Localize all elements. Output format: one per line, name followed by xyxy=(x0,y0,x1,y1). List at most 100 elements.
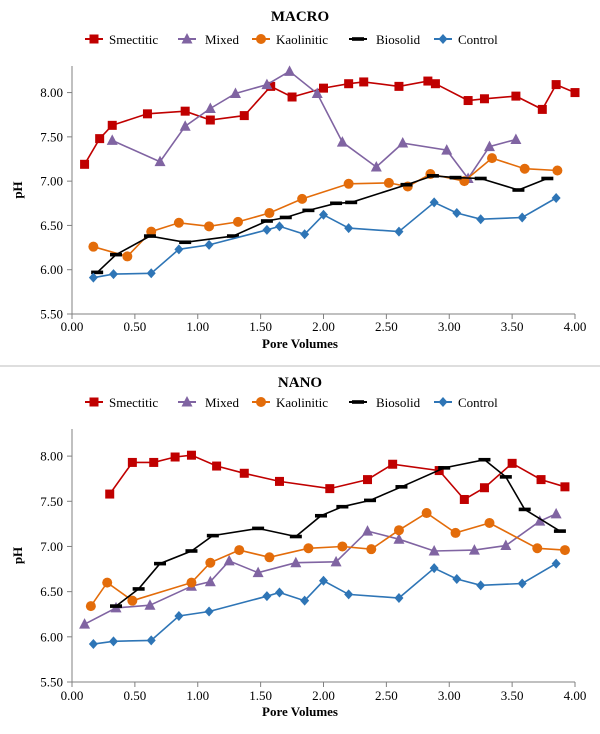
data-point-smectitic xyxy=(186,450,196,460)
data-point-smectitic xyxy=(459,494,469,504)
legend-label: Mixed xyxy=(205,32,239,47)
data-point-kaolinitic xyxy=(127,595,138,606)
legend-item-smectitic: Smectitic xyxy=(85,395,158,410)
legend-marker-diamond xyxy=(438,397,448,407)
series-line-control xyxy=(93,562,557,645)
y-tick-label: 7.00 xyxy=(40,539,63,554)
data-point-mixed xyxy=(79,618,91,629)
data-point-kaolinitic xyxy=(450,527,461,538)
data-point-control xyxy=(108,636,118,647)
data-point-control xyxy=(300,595,310,606)
data-point-mixed xyxy=(261,78,273,90)
data-point-control xyxy=(108,269,118,280)
data-point-kaolinitic xyxy=(173,217,184,228)
data-point-smectitic xyxy=(570,88,580,98)
series-line-smectitic xyxy=(83,80,576,165)
data-point-smectitic xyxy=(239,468,249,478)
data-point-mixed xyxy=(370,160,382,172)
legend-marker-square xyxy=(89,34,99,44)
data-point-smectitic xyxy=(319,83,328,93)
x-tick-label: 3.50 xyxy=(501,688,524,703)
data-point-biosolid xyxy=(400,182,413,187)
data-point-control xyxy=(174,611,184,622)
legend-label: Biosolid xyxy=(376,395,421,410)
x-tick-label: 0.00 xyxy=(61,688,84,703)
data-point-mixed xyxy=(284,65,296,76)
data-point-control xyxy=(452,573,462,584)
series-line-biosolid xyxy=(96,174,548,273)
y-tick-label: 7.00 xyxy=(40,174,63,189)
x-tick-label: 2.50 xyxy=(375,688,398,703)
series-line-smectitic xyxy=(109,454,566,501)
data-point-smectitic xyxy=(344,79,354,89)
y-tick-label: 8.00 xyxy=(40,85,63,100)
data-point-mixed xyxy=(510,133,522,145)
legend-label: Kaolinitic xyxy=(276,32,328,47)
data-point-smectitic xyxy=(388,459,398,469)
data-point-control xyxy=(551,192,561,203)
data-point-mixed xyxy=(204,575,216,587)
data-point-smectitic xyxy=(149,457,159,467)
data-point-mixed xyxy=(428,544,440,556)
x-axis-title: Pore Volumes xyxy=(262,336,338,351)
data-point-control xyxy=(344,223,354,234)
data-point-biosolid xyxy=(364,498,377,503)
legend-marker-dash xyxy=(352,37,364,41)
data-point-biosolid xyxy=(426,174,439,178)
series-kaolinitic xyxy=(85,508,570,612)
x-tick-label: 1.00 xyxy=(186,319,209,334)
legend-marker-circle xyxy=(256,34,266,44)
data-point-smectitic xyxy=(212,461,222,471)
legend-marker-dash xyxy=(352,400,364,404)
data-point-kaolinitic xyxy=(519,163,530,174)
y-axis-title: pH xyxy=(10,547,25,564)
data-point-biosolid xyxy=(279,215,292,220)
x-tick-label: 1.50 xyxy=(249,319,272,334)
legend-marker-diamond xyxy=(438,34,448,44)
x-tick-label: 2.00 xyxy=(312,688,335,703)
data-point-control xyxy=(476,580,486,591)
data-point-smectitic xyxy=(205,115,215,125)
data-point-biosolid xyxy=(336,504,349,509)
data-point-biosolid xyxy=(330,201,343,206)
data-point-mixed xyxy=(393,533,405,544)
legend-label: Mixed xyxy=(205,395,239,410)
y-axis-title: pH xyxy=(10,181,25,198)
series-biosolid xyxy=(91,174,554,275)
chart-title: NANO xyxy=(278,375,322,391)
data-point-mixed xyxy=(204,102,216,114)
data-point-kaolinitic xyxy=(303,543,314,554)
series-line-kaolinitic xyxy=(90,512,565,607)
x-tick-label: 2.50 xyxy=(375,319,398,334)
data-point-biosolid xyxy=(553,529,566,533)
data-point-mixed xyxy=(397,137,409,148)
series-mixed xyxy=(106,65,522,183)
data-point-biosolid xyxy=(512,188,525,192)
data-point-kaolinitic xyxy=(205,557,216,568)
series-line-biosolid xyxy=(115,458,561,607)
data-point-control xyxy=(476,214,486,225)
data-point-kaolinitic xyxy=(559,545,570,556)
data-point-smectitic xyxy=(363,475,373,485)
data-point-control xyxy=(429,563,439,574)
data-point-kaolinitic xyxy=(122,251,133,262)
data-point-mixed xyxy=(179,120,191,131)
data-point-kaolinitic xyxy=(232,216,243,227)
data-point-control xyxy=(262,224,272,235)
x-tick-label: 3.00 xyxy=(438,319,461,334)
data-point-biosolid xyxy=(518,507,531,512)
data-point-smectitic xyxy=(325,484,335,494)
data-point-kaolinitic xyxy=(337,541,348,552)
x-tick-label: 3.50 xyxy=(501,319,524,334)
data-point-kaolinitic xyxy=(383,177,394,188)
data-point-control xyxy=(517,578,527,589)
series-line-control xyxy=(93,197,557,279)
y-tick-label: 7.50 xyxy=(40,129,63,144)
data-point-biosolid xyxy=(91,270,104,275)
series-smectitic xyxy=(80,76,580,169)
data-point-smectitic xyxy=(105,489,115,499)
series-line-mixed xyxy=(111,70,517,180)
data-point-biosolid xyxy=(499,475,512,479)
legend-label: Control xyxy=(458,32,498,47)
data-point-control xyxy=(274,221,284,232)
